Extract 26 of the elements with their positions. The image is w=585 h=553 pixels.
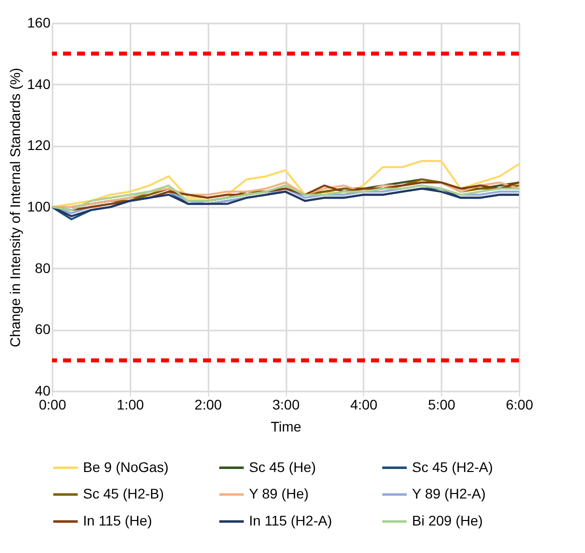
x-tick-label: 4:00 xyxy=(350,396,378,412)
legend-label: Be 9 (NoGas) xyxy=(83,458,169,475)
x-tick-label: 2:00 xyxy=(194,396,222,412)
x-tick-label: 1:00 xyxy=(116,396,144,412)
x-axis-title: Time xyxy=(270,418,302,434)
x-tick-label: 3:00 xyxy=(272,396,300,412)
legend-label: Y 89 (H2-A) xyxy=(412,486,486,502)
legend-label: In 115 (He) xyxy=(83,512,152,528)
legend-label: Sc 45 (H2-A) xyxy=(412,458,493,475)
y-axis-title: Change in Intensity of Internal Standards (%) xyxy=(7,68,24,348)
y-tick-label: 80 xyxy=(34,260,51,276)
legend-label: Sc 45 (He) xyxy=(249,458,316,475)
y-tick-label: 60 xyxy=(34,321,51,338)
y-tick-label: 100 xyxy=(27,198,51,214)
x-tick-label: 6:00 xyxy=(506,396,534,412)
legend-label: Sc 45 (H2-B) xyxy=(83,486,164,502)
line-series xyxy=(51,160,520,208)
legend-label: In 115 (H2-A) xyxy=(249,512,332,528)
legend-label: Bi 209 (He) xyxy=(412,512,483,528)
y-tick-label: 40 xyxy=(34,382,51,398)
y-tick-label: 140 xyxy=(27,76,51,92)
x-tick-label: 5:00 xyxy=(428,396,456,412)
legend-label: Y 89 (He) xyxy=(249,486,309,502)
y-tick-label: 120 xyxy=(27,137,51,154)
x-tick-label: 0:00 xyxy=(38,396,66,412)
y-tick-label: 160 xyxy=(27,14,51,30)
